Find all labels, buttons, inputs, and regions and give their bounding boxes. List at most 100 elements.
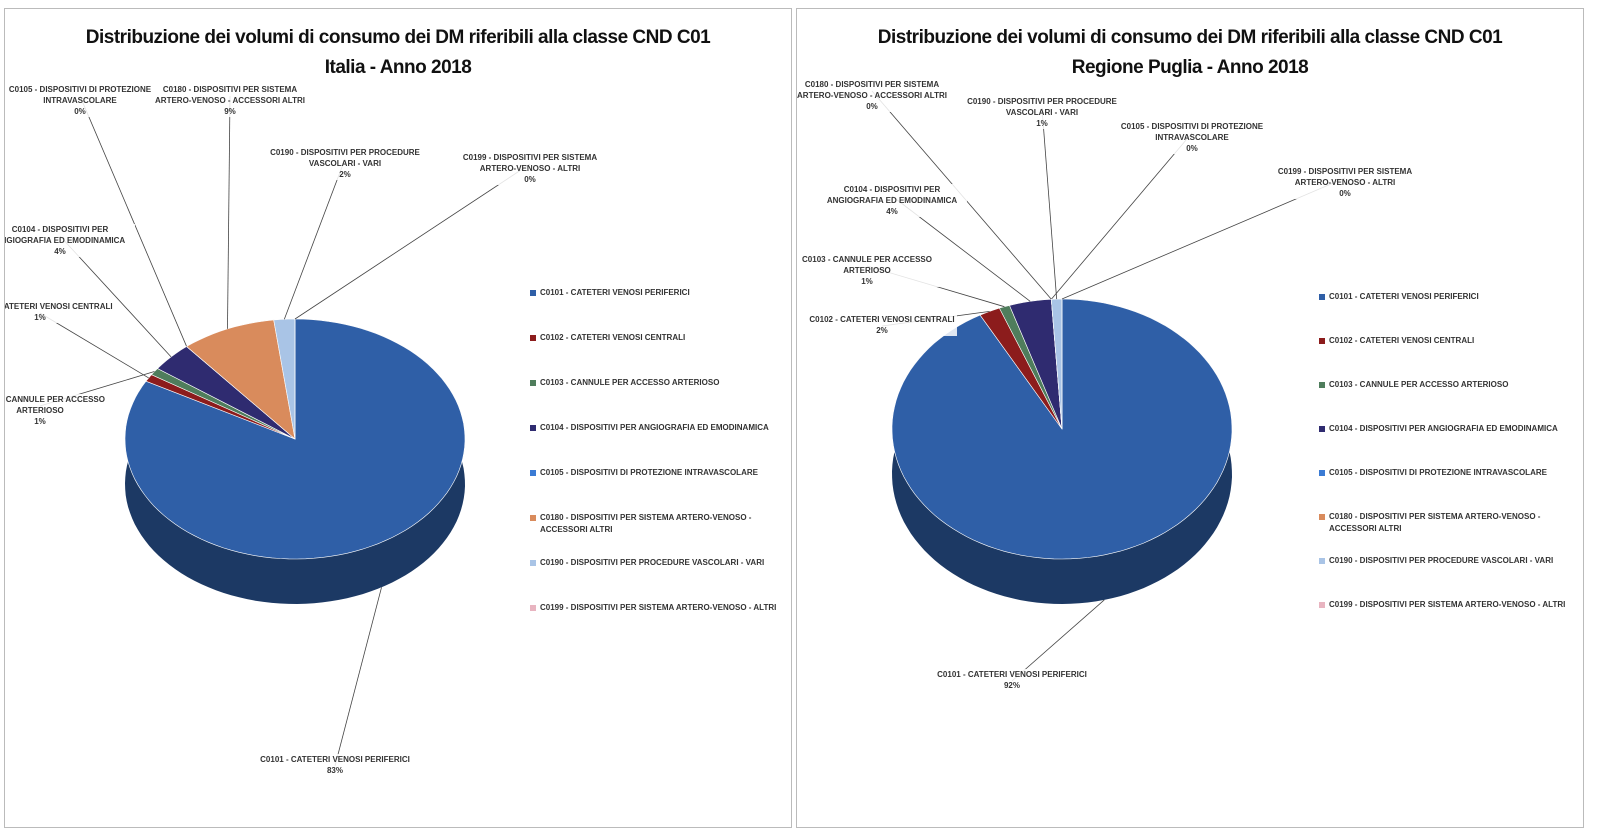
legend-label: C0104 - DISPOSITIVI PER ANGIOGRAFIA ED E… bbox=[1329, 424, 1558, 433]
data-label-name: C0199 - DISPOSITIVI PER SISTEMA ARTERO-V… bbox=[1277, 167, 1413, 187]
data-label-name: C0190 - DISPOSITIVI PER PROCEDURE VASCOL… bbox=[270, 148, 420, 168]
data-label-name: C0105 - DISPOSITIVI DI PROTEZIONE INTRAV… bbox=[1120, 122, 1264, 142]
data-label: C0101 - CATETERI VENOSI PERIFERICI 83% bbox=[260, 754, 410, 776]
data-label: C0180 - DISPOSITIVI PER SISTEMA ARTERO-V… bbox=[155, 84, 305, 117]
legend-swatch bbox=[530, 515, 536, 521]
legend-item: C0104 - DISPOSITIVI PER ANGIOGRAFIA ED E… bbox=[1319, 423, 1579, 435]
data-label-name: C0180 - DISPOSITIVI PER SISTEMA ARTERO-V… bbox=[797, 80, 947, 100]
chart-panel: Distribuzione dei volumi di consumo dei … bbox=[796, 8, 1584, 828]
leader-line bbox=[1041, 107, 1058, 300]
legend-label: C0199 - DISPOSITIVI PER SISTEMA ARTERO-V… bbox=[540, 603, 777, 612]
data-label-value: 0% bbox=[1339, 189, 1351, 198]
data-label-name: C0104 - DISPOSITIVI PER ANGIOGRAFIA ED E… bbox=[826, 185, 958, 205]
leader-line bbox=[294, 163, 531, 320]
pie-chart bbox=[866, 90, 1346, 682]
data-label: C0105 - DISPOSITIVI DI PROTEZIONE INTRAV… bbox=[5, 84, 155, 117]
legend-swatch bbox=[530, 380, 536, 386]
data-label: C0199 - DISPOSITIVI PER SISTEMA ARTERO-V… bbox=[455, 152, 605, 185]
data-label-value: 1% bbox=[1036, 119, 1048, 128]
data-label-name: C0102 - CATETERI VENOSI CENTRALI bbox=[4, 302, 113, 311]
legend-swatch bbox=[1319, 470, 1325, 476]
data-label-value: 1% bbox=[34, 313, 46, 322]
legend-item: C0199 - DISPOSITIVI PER SISTEMA ARTERO-V… bbox=[530, 602, 790, 614]
legend-label: C0190 - DISPOSITIVI PER PROCEDURE VASCOL… bbox=[540, 558, 765, 567]
data-label-name: C0104 - DISPOSITIVI PER ANGIOGRAFIA ED E… bbox=[4, 225, 126, 245]
legend-item: C0103 - CANNULE PER ACCESSO ARTERIOSO bbox=[1319, 379, 1579, 391]
legend-swatch bbox=[1319, 558, 1325, 564]
legend-label: C0180 - DISPOSITIVI PER SISTEMA ARTERO-V… bbox=[540, 513, 752, 534]
leader-line bbox=[227, 95, 231, 329]
legend-label: C0103 - CANNULE PER ACCESSO ARTERIOSO bbox=[540, 378, 720, 387]
legend-swatch bbox=[530, 560, 536, 566]
chart-subtitle: Regione Puglia - Anno 2018 bbox=[1071, 57, 1309, 78]
legend-item: C0105 - DISPOSITIVI DI PROTEZIONE INTRAV… bbox=[530, 467, 790, 479]
data-label: C0101 - CATETERI VENOSI PERIFERICI 92% bbox=[937, 669, 1087, 691]
legend-item: C0104 - DISPOSITIVI PER ANGIOGRAFIA ED E… bbox=[530, 422, 790, 434]
data-label: C0190 - DISPOSITIVI PER PROCEDURE VASCOL… bbox=[967, 96, 1117, 129]
leader-line bbox=[283, 158, 346, 320]
legend-label: C0102 - CATETERI VENOSI CENTRALI bbox=[540, 333, 686, 342]
legend-item: C0199 - DISPOSITIVI PER SISTEMA ARTERO-V… bbox=[1319, 599, 1579, 611]
legend-label: C0102 - CATETERI VENOSI CENTRALI bbox=[1329, 336, 1475, 345]
leader-line bbox=[334, 587, 382, 767]
legend-swatch bbox=[530, 425, 536, 431]
pie-slice bbox=[156, 346, 296, 440]
data-label-value: 0% bbox=[866, 102, 878, 111]
legend-item: C0102 - CATETERI VENOSI CENTRALI bbox=[1319, 335, 1579, 347]
chart-title: Distribuzione dei volumi di consumo dei … bbox=[85, 27, 711, 48]
data-label-value: 9% bbox=[224, 107, 236, 116]
data-label-name: C0190 - DISPOSITIVI PER PROCEDURE VASCOL… bbox=[967, 97, 1117, 117]
data-label-name: C0102 - CATETERI VENOSI CENTRALI bbox=[809, 315, 955, 324]
legend-item: C0102 - CATETERI VENOSI CENTRALI bbox=[530, 332, 790, 344]
legend-swatch bbox=[1319, 602, 1325, 608]
legend-label: C0199 - DISPOSITIVI PER SISTEMA ARTERO-V… bbox=[1329, 600, 1566, 609]
legend-swatch bbox=[530, 605, 536, 611]
data-label-value: 0% bbox=[524, 175, 536, 184]
data-label-name: C0199 - DISPOSITIVI PER SISTEMA ARTERO-V… bbox=[462, 153, 598, 173]
data-label: C0102 - CATETERI VENOSI CENTRALI 1% bbox=[4, 301, 115, 323]
data-label-value: 4% bbox=[54, 247, 66, 256]
legend-swatch bbox=[530, 290, 536, 296]
pie-slice bbox=[186, 319, 296, 440]
leader-line bbox=[39, 312, 149, 379]
data-label-value: 2% bbox=[876, 326, 888, 335]
data-label: C0102 - CATETERI VENOSI CENTRALI 2% bbox=[807, 314, 957, 336]
data-label-name: C0101 - CATETERI VENOSI PERIFERICI bbox=[937, 670, 1087, 679]
legend-label: C0101 - CATETERI VENOSI PERIFERICI bbox=[540, 288, 690, 297]
legend-swatch bbox=[1319, 514, 1325, 520]
leader-line bbox=[1011, 599, 1105, 682]
data-label-value: 92% bbox=[1003, 681, 1020, 690]
legend-swatch bbox=[1319, 426, 1325, 432]
data-label-value: 0% bbox=[74, 107, 86, 116]
legend-label: C0105 - DISPOSITIVI DI PROTEZIONE INTRAV… bbox=[1329, 468, 1547, 477]
data-label-name: C0180 - DISPOSITIVI PER SISTEMA ARTERO-V… bbox=[155, 85, 305, 105]
legend-item: C0101 - CATETERI VENOSI PERIFERICI bbox=[1319, 291, 1579, 303]
data-label: C0180 - DISPOSITIVI PER SISTEMA ARTERO-V… bbox=[797, 79, 947, 112]
leader-line bbox=[79, 95, 188, 347]
legend-swatch bbox=[530, 470, 536, 476]
legend-swatch bbox=[530, 335, 536, 341]
data-label-value: 1% bbox=[861, 277, 873, 286]
chart-title: Distribuzione dei volumi di consumo dei … bbox=[877, 27, 1503, 48]
data-label-value: 1% bbox=[34, 417, 46, 426]
legend-swatch bbox=[1319, 382, 1325, 388]
chart-panel: Distribuzione dei volumi di consumo dei … bbox=[4, 8, 792, 828]
legend-item: C0190 - DISPOSITIVI PER PROCEDURE VASCOL… bbox=[1319, 555, 1579, 567]
data-label: C0104 - DISPOSITIVI PER ANGIOGRAFIA ED E… bbox=[4, 224, 135, 257]
legend-label: C0180 - DISPOSITIVI PER SISTEMA ARTERO-V… bbox=[1329, 512, 1541, 533]
legend-item: C0180 - DISPOSITIVI PER SISTEMA ARTERO-V… bbox=[530, 512, 790, 536]
legend-item: C0101 - CATETERI VENOSI PERIFERICI bbox=[530, 287, 790, 299]
legend-label: C0103 - CANNULE PER ACCESSO ARTERIOSO bbox=[1329, 380, 1509, 389]
data-label-name: C0103 - CANNULE PER ACCESSO ARTERIOSO bbox=[802, 255, 932, 275]
legend-label: C0104 - DISPOSITIVI PER ANGIOGRAFIA ED E… bbox=[540, 423, 769, 432]
data-label-value: 4% bbox=[886, 207, 898, 216]
data-label-value: 83% bbox=[326, 766, 343, 775]
data-label: C0103 - CANNULE PER ACCESSO ARTERIOSO 1% bbox=[797, 254, 942, 287]
data-label-value: 2% bbox=[339, 170, 351, 179]
legend-label: C0105 - DISPOSITIVI DI PROTEZIONE INTRAV… bbox=[540, 468, 758, 477]
data-label-name: C0101 - CATETERI VENOSI PERIFERICI bbox=[260, 755, 410, 764]
data-label: C0103 - CANNULE PER ACCESSO ARTERIOSO 1% bbox=[5, 394, 115, 427]
data-label-value: 0% bbox=[1186, 144, 1198, 153]
data-label: C0105 - DISPOSITIVI DI PROTEZIONE INTRAV… bbox=[1117, 121, 1267, 154]
